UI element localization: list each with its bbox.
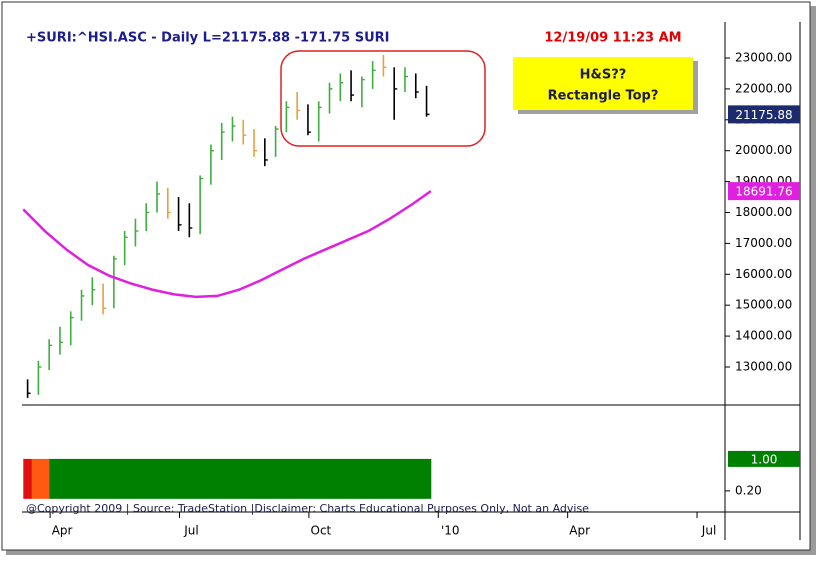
note-box [513, 57, 693, 110]
indicator-bar [49, 458, 432, 499]
ma-last-label: 18691.76 [735, 185, 792, 199]
y-tick-label: 16000.00 [735, 267, 792, 281]
ma-last-box [728, 182, 800, 201]
x-tick-label: '10 [441, 524, 460, 538]
annotation: Rectangle Top? [548, 89, 659, 104]
indicator-last-box [728, 450, 800, 467]
y-tick-label: 23000.00 [735, 50, 792, 64]
x-tick-label: Oct [311, 524, 332, 538]
footer: @Copyright 2009 | Source: TradeStation |… [26, 502, 589, 515]
y-tick-label: 15000.00 [735, 298, 792, 312]
highlight-box [280, 50, 486, 147]
indicator-bar [23, 458, 32, 499]
x-tick-label: Apr [52, 524, 73, 538]
y-tick-label: 20000.00 [735, 143, 792, 157]
moving-average [22, 190, 432, 299]
y-tick-label: 0.20 [735, 483, 762, 497]
y-tick-label: 18000.00 [735, 205, 792, 219]
annotation: H&S?? [580, 68, 627, 83]
chart-title: +SURI:^HSI.ASC - Daily L=21175.88 -171.7… [26, 31, 389, 46]
timestamp: 12/19/09 11:23 AM [544, 31, 681, 46]
x-tick-label: Jul [183, 524, 198, 538]
y-tick-label: 17000.00 [735, 236, 792, 250]
indicator-last-label: 1.00 [751, 452, 778, 466]
y-tick-label: 22000.00 [735, 81, 792, 95]
y-tick-label: 14000.00 [735, 329, 792, 343]
last-price-label: 21175.88 [735, 108, 792, 122]
last-price-box [728, 105, 800, 124]
indicator-bar [31, 458, 50, 499]
y-tick-label: 13000.00 [735, 359, 792, 373]
x-tick-label: Jul [701, 524, 716, 538]
x-tick-label: Apr [569, 524, 590, 538]
